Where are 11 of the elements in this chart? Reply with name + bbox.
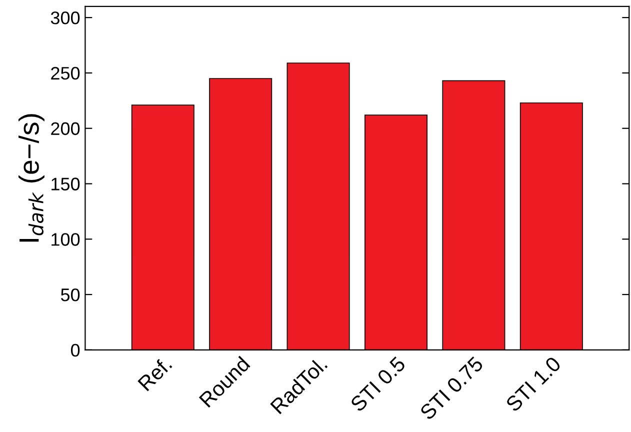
y-tick-label: 50 <box>60 288 80 302</box>
y-axis-title: I$_{dark}$ (e−/s) <box>18 114 44 242</box>
y-tick-label: 300 <box>50 11 80 24</box>
y-tick-label: 250 <box>51 66 80 80</box>
x-tick-label: Ref. <box>137 356 172 392</box>
y-tick-label: 200 <box>51 122 80 136</box>
y-tick-label: 0 <box>70 344 80 357</box>
y-tick-label: 150 <box>52 178 80 190</box>
x-tick-label: STI 1.0 <box>504 356 562 412</box>
y-tick-label: 100 <box>52 233 80 246</box>
x-tick-label: STI 0.5 <box>350 356 406 412</box>
